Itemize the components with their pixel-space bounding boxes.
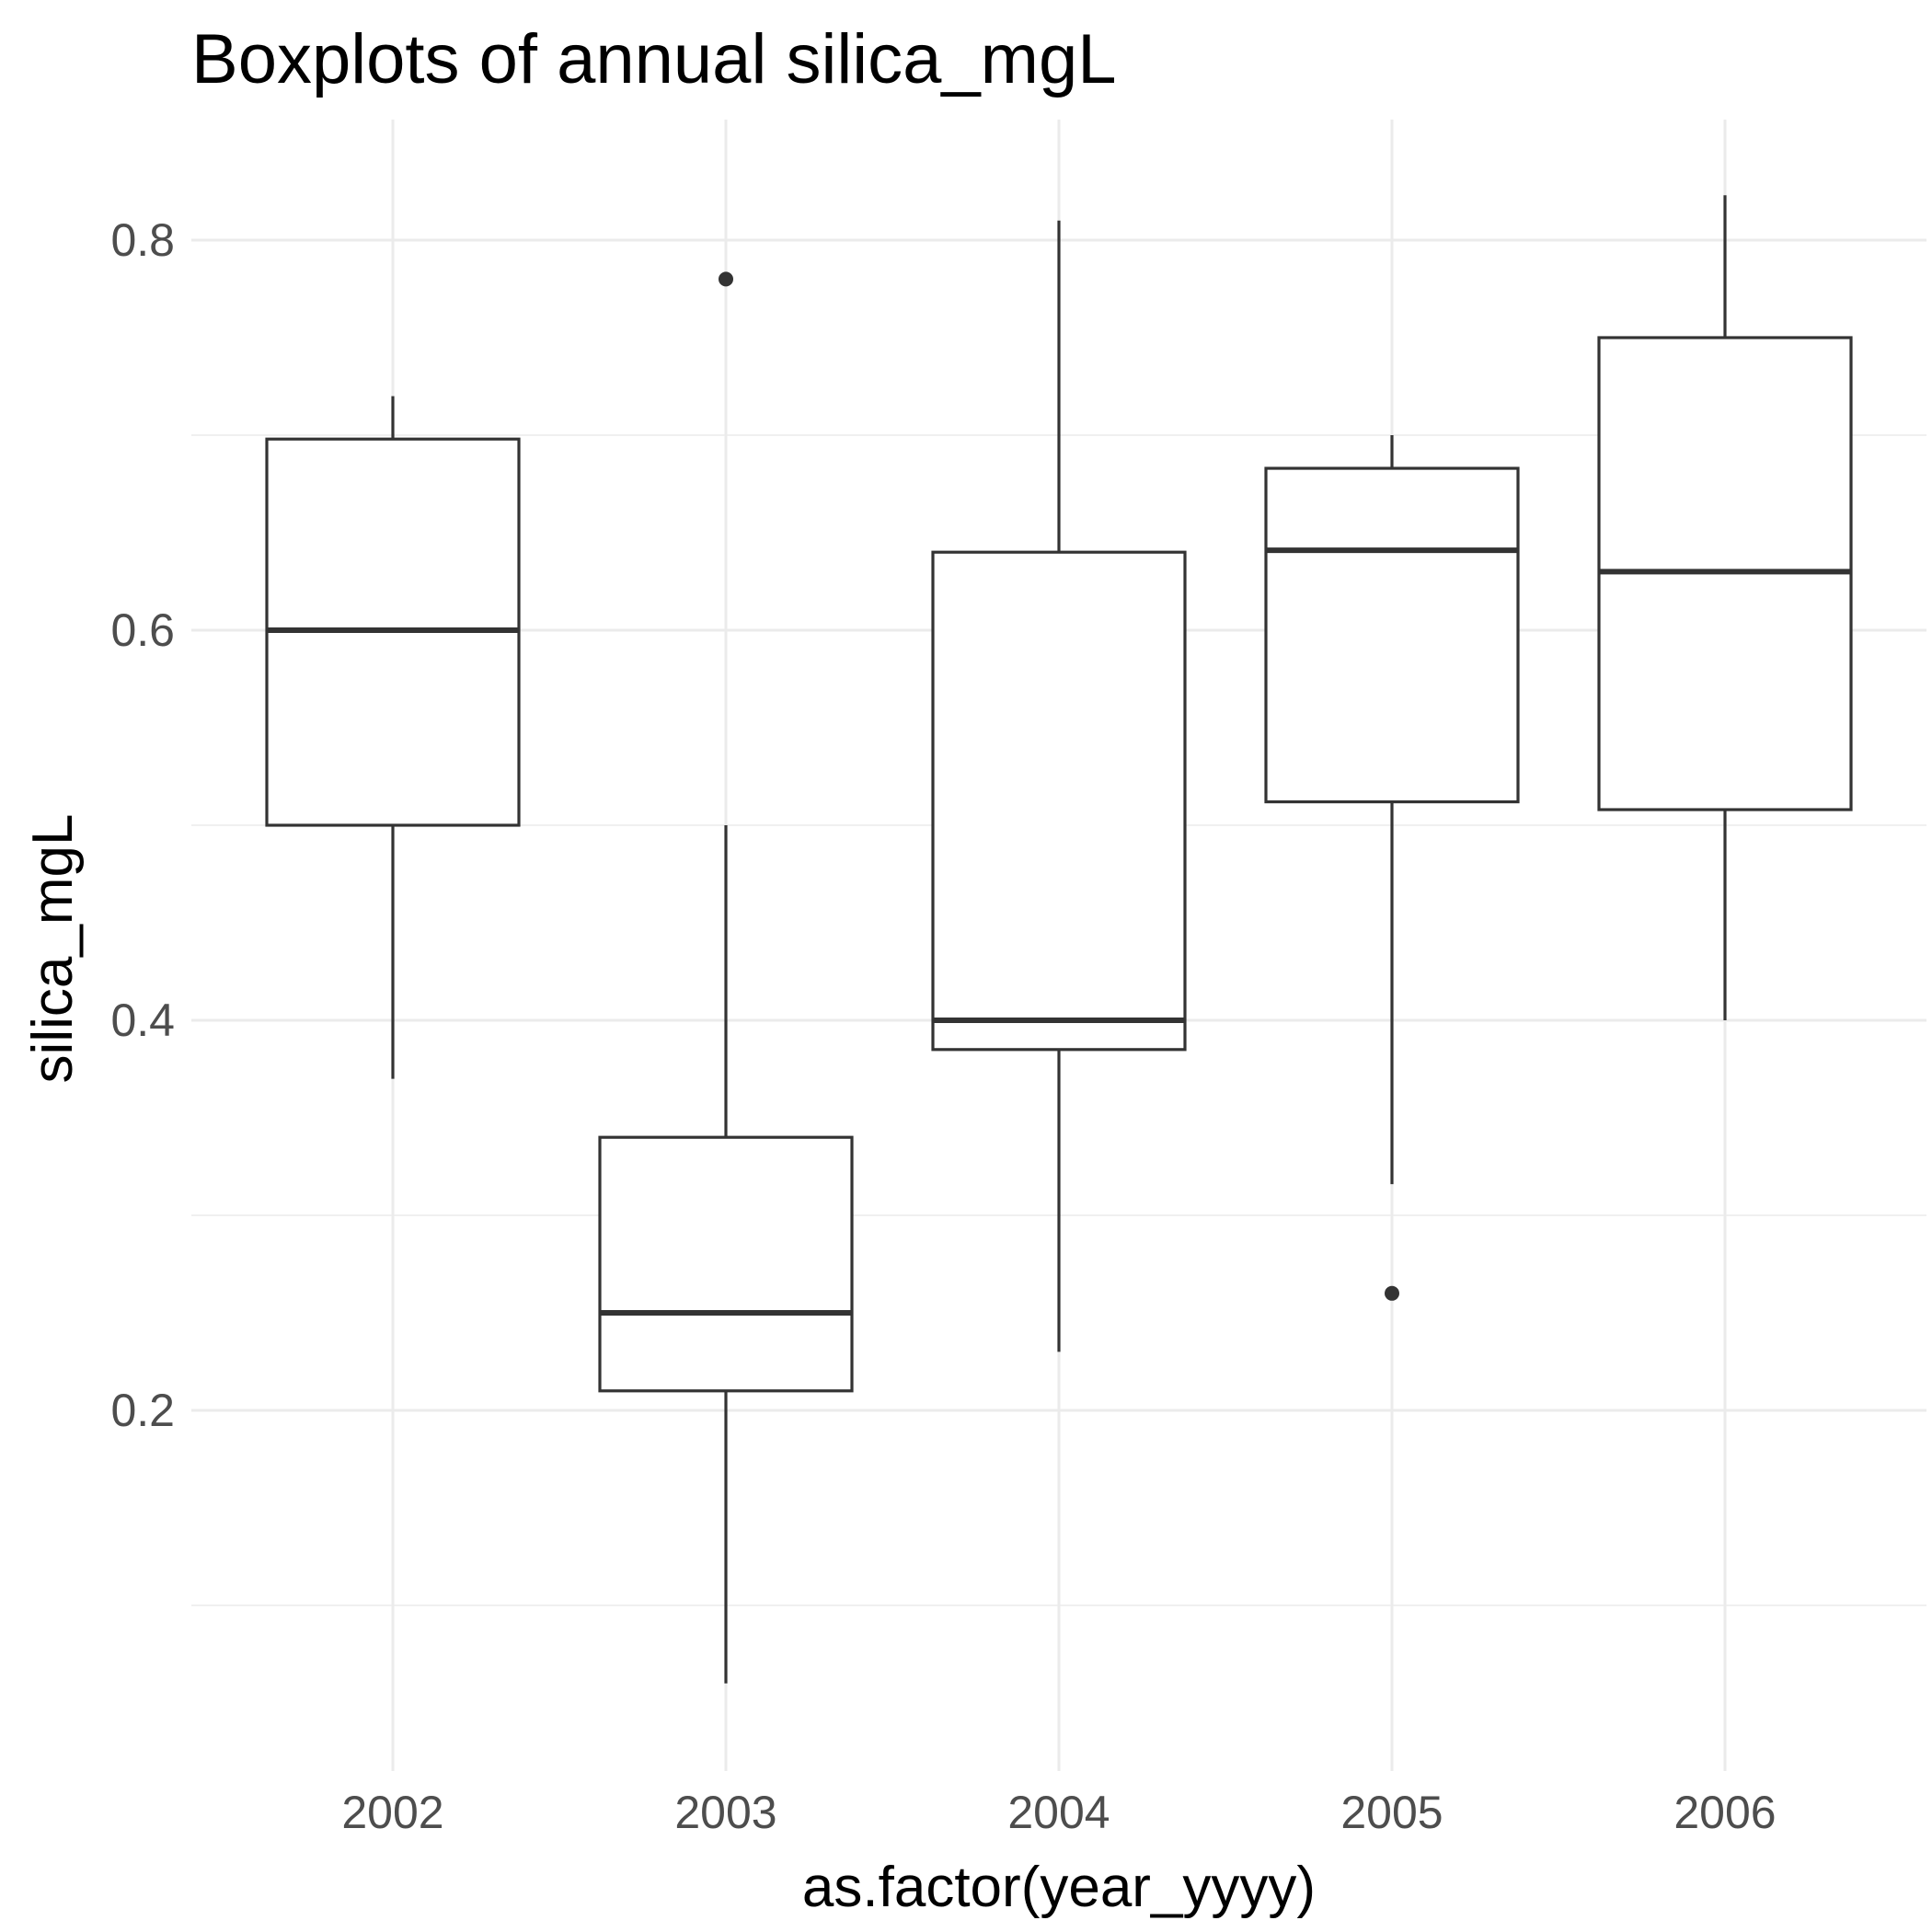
outlier-point [1385, 1285, 1399, 1301]
iqr-box [1264, 466, 1520, 804]
x-axis-title: as.factor(year_yyyy) [802, 1856, 1316, 1919]
chart-title: Boxplots of annual silica_mgL [191, 20, 1116, 98]
iqr-box [598, 1135, 854, 1393]
x-tick-label: 2004 [1007, 1787, 1110, 1838]
box-2005 [1264, 435, 1520, 1301]
x-tick-label: 2003 [674, 1787, 776, 1838]
box-2003 [598, 271, 854, 1684]
y-axis-title: silica_mgL [21, 814, 85, 1084]
y-tick-label: 0.6 [110, 604, 175, 656]
outlier-point [719, 271, 733, 287]
x-axis-tick-labels: 2002 2003 2004 2005 2006 [341, 1787, 1776, 1838]
box-2004 [931, 220, 1187, 1352]
boxplot-series [265, 195, 1853, 1684]
x-tick-label: 2002 [341, 1787, 443, 1838]
x-tick-label: 2006 [1673, 1787, 1776, 1838]
x-tick-label: 2005 [1340, 1787, 1443, 1838]
box-2002 [265, 396, 521, 1079]
box-2006 [1597, 195, 1853, 1020]
y-tick-label: 0.8 [110, 214, 175, 266]
y-axis-tick-labels: 0.2 0.4 0.6 0.8 [110, 214, 175, 1436]
iqr-box [931, 550, 1187, 1052]
y-tick-label: 0.2 [110, 1385, 175, 1436]
y-tick-label: 0.4 [110, 995, 175, 1046]
